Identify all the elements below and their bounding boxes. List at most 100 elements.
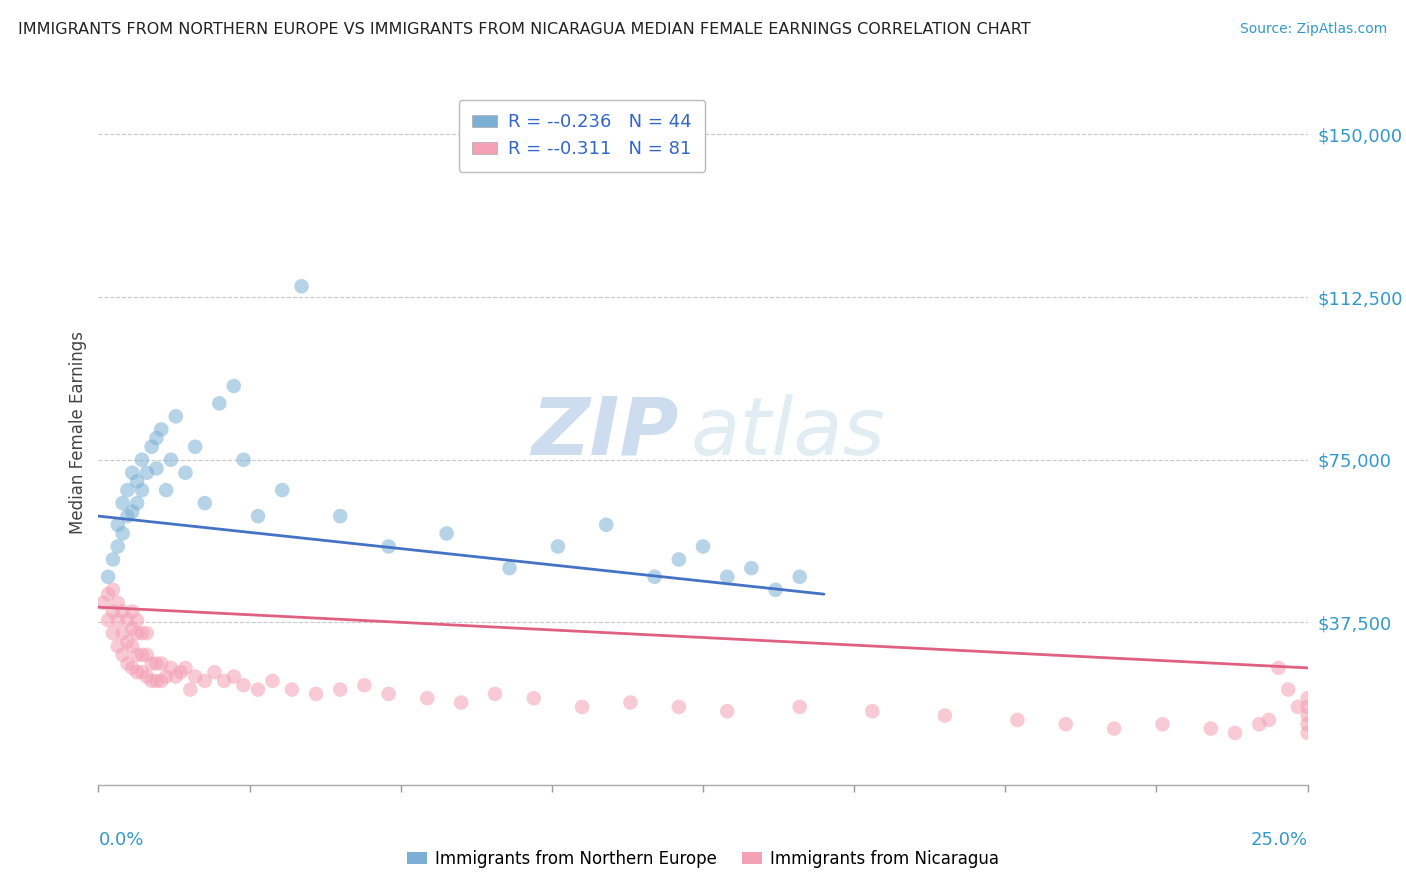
Point	[97, 587, 120, 601]
Point	[789, 570, 811, 584]
Point	[111, 605, 134, 619]
Point	[111, 496, 134, 510]
Point	[121, 622, 143, 636]
Point	[141, 440, 163, 454]
Point	[101, 626, 124, 640]
Point	[222, 669, 245, 683]
Point	[450, 696, 472, 710]
Point	[111, 526, 134, 541]
Point	[329, 682, 352, 697]
Point	[1223, 726, 1246, 740]
Text: atlas: atlas	[690, 393, 886, 472]
Point	[765, 582, 787, 597]
Point	[232, 452, 254, 467]
Point	[121, 661, 143, 675]
Point	[668, 552, 690, 566]
Point	[107, 613, 129, 627]
Legend: R = --0.236   N = 44, R = --0.311   N = 81: R = --0.236 N = 44, R = --0.311 N = 81	[458, 100, 706, 172]
Point	[247, 509, 270, 524]
Point	[377, 540, 399, 554]
Point	[91, 596, 114, 610]
Point	[208, 396, 231, 410]
Point	[934, 708, 956, 723]
Point	[1296, 726, 1319, 740]
Point	[523, 691, 546, 706]
Point	[131, 648, 153, 662]
Point	[111, 648, 134, 662]
Text: Source: ZipAtlas.com: Source: ZipAtlas.com	[1240, 22, 1388, 37]
Point	[121, 466, 143, 480]
Point	[1286, 699, 1309, 714]
Point	[107, 517, 129, 532]
Point	[127, 475, 149, 489]
Point	[141, 657, 163, 671]
Point	[595, 517, 617, 532]
Point	[135, 669, 157, 683]
Point	[1296, 708, 1319, 723]
Point	[1102, 722, 1125, 736]
Text: ZIP: ZIP	[531, 393, 679, 472]
Point	[131, 452, 153, 467]
Point	[145, 431, 167, 445]
Point	[101, 552, 124, 566]
Point	[1296, 717, 1319, 731]
Point	[668, 699, 690, 714]
Point	[281, 682, 304, 697]
Point	[150, 673, 173, 688]
Point	[121, 605, 143, 619]
Point	[127, 648, 149, 662]
Point	[165, 669, 187, 683]
Point	[127, 613, 149, 627]
Point	[135, 648, 157, 662]
Point	[484, 687, 506, 701]
Point	[107, 540, 129, 554]
Point	[97, 570, 120, 584]
Point	[155, 669, 177, 683]
Point	[547, 540, 569, 554]
Point	[101, 605, 124, 619]
Point	[145, 657, 167, 671]
Point	[212, 673, 235, 688]
Point	[644, 570, 666, 584]
Point	[145, 461, 167, 475]
Point	[1267, 661, 1289, 675]
Point	[117, 509, 139, 524]
Point	[150, 422, 173, 436]
Point	[1199, 722, 1222, 736]
Point	[135, 626, 157, 640]
Point	[107, 639, 129, 653]
Point	[1007, 713, 1029, 727]
Point	[860, 704, 883, 718]
Point	[1257, 713, 1279, 727]
Point	[377, 687, 399, 701]
Point	[131, 626, 153, 640]
Text: IMMIGRANTS FROM NORTHERN EUROPE VS IMMIGRANTS FROM NICARAGUA MEDIAN FEMALE EARNI: IMMIGRANTS FROM NORTHERN EUROPE VS IMMIG…	[18, 22, 1031, 37]
Point	[131, 665, 153, 680]
Point	[1296, 691, 1319, 706]
Point	[155, 483, 177, 497]
Point	[1277, 682, 1299, 697]
Point	[127, 626, 149, 640]
Point	[416, 691, 439, 706]
Point	[247, 682, 270, 697]
Point	[117, 483, 139, 497]
Point	[174, 466, 197, 480]
Point	[740, 561, 762, 575]
Point	[145, 673, 167, 688]
Point	[1152, 717, 1174, 731]
Text: 25.0%: 25.0%	[1250, 830, 1308, 849]
Point	[222, 379, 245, 393]
Point	[194, 673, 217, 688]
Point	[498, 561, 520, 575]
Point	[571, 699, 593, 714]
Point	[353, 678, 375, 692]
Point	[204, 665, 226, 680]
Point	[174, 661, 197, 675]
Point	[290, 279, 312, 293]
Point	[131, 483, 153, 497]
Point	[184, 440, 207, 454]
Point	[141, 673, 163, 688]
Point	[619, 696, 641, 710]
Point	[121, 639, 143, 653]
Point	[789, 699, 811, 714]
